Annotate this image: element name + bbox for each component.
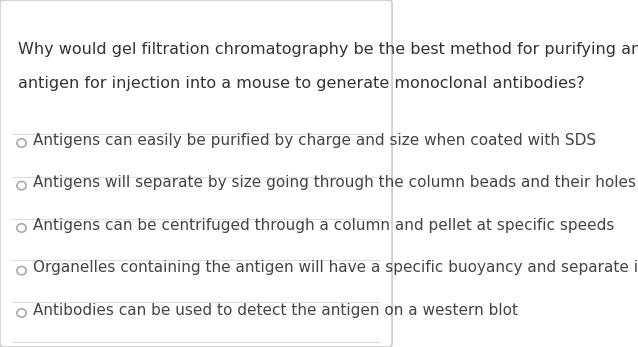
Text: antigen for injection into a mouse to generate monoclonal antibodies?: antigen for injection into a mouse to ge… (18, 76, 584, 91)
Text: Why would gel filtration chromatography be the best method for purifying an: Why would gel filtration chromatography … (18, 42, 638, 57)
Text: Antigens can be centrifuged through a column and pellet at specific speeds: Antigens can be centrifuged through a co… (33, 218, 614, 233)
Text: Antigens can easily be purified by charge and size when coated with SDS: Antigens can easily be purified by charg… (33, 133, 597, 148)
Text: Organelles containing the antigen will have a specific buoyancy and separate in : Organelles containing the antigen will h… (33, 260, 638, 276)
Text: Antibodies can be used to detect the antigen on a western blot: Antibodies can be used to detect the ant… (33, 303, 518, 318)
FancyBboxPatch shape (0, 0, 392, 347)
Text: Antigens will separate by size going through the column beads and their holes: Antigens will separate by size going thr… (33, 175, 636, 191)
